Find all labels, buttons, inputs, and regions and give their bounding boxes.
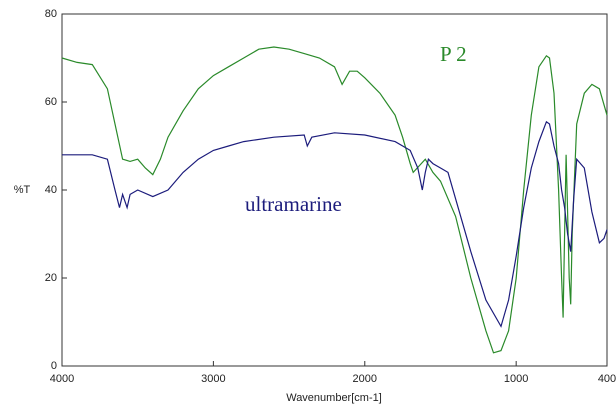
y-tick-label: 60	[45, 96, 57, 108]
series-label: P 2	[440, 42, 467, 66]
x-axis-label: Wavenumber[cm-1]	[286, 392, 382, 404]
x-tick-label: 1000	[504, 373, 528, 385]
y-tick-label: 40	[45, 184, 57, 196]
y-tick-label: 80	[45, 8, 57, 20]
x-tick-label: 3000	[201, 373, 225, 385]
x-tick-label: 400	[598, 373, 616, 385]
x-tick-label: 4000	[50, 373, 74, 385]
spectrum-line	[61, 46, 608, 354]
y-tick-label: 0	[51, 360, 57, 372]
series-label: ultramarine	[245, 192, 342, 216]
spectrum-line	[62, 120, 608, 328]
y-tick-label: 20	[45, 272, 57, 284]
y-axis-label: %T	[14, 184, 31, 196]
x-tick-label: 2000	[353, 373, 377, 385]
